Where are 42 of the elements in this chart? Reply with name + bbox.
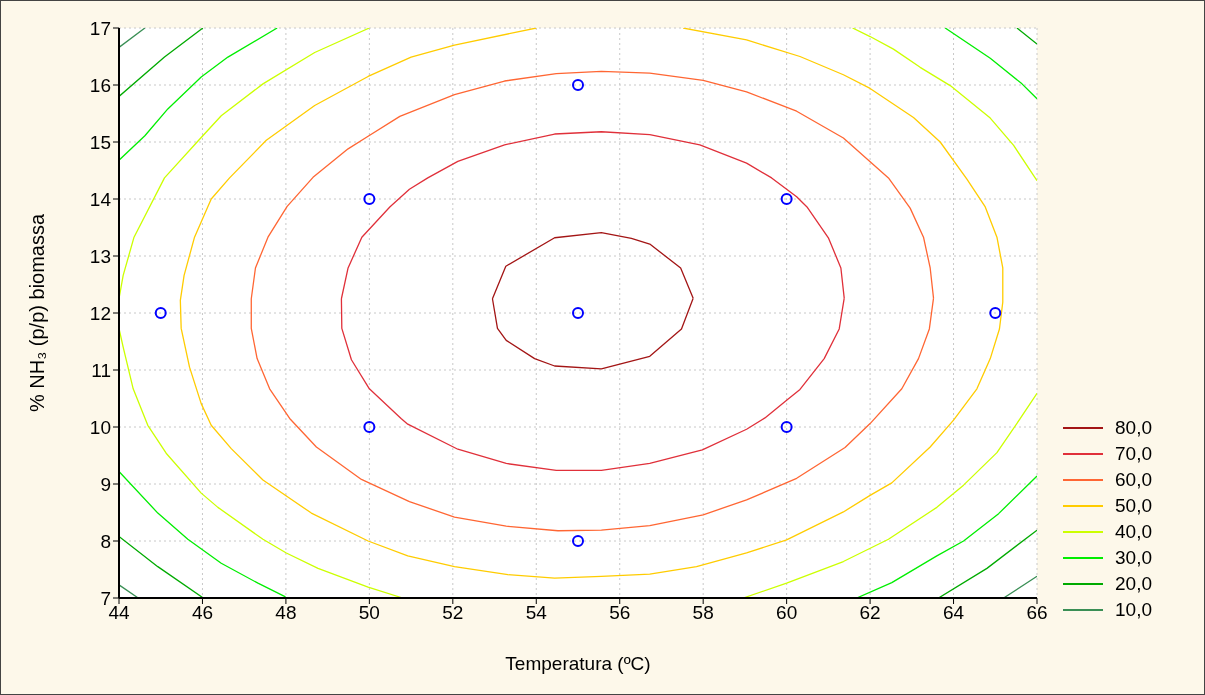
- legend-label: 30,0: [1115, 546, 1152, 570]
- x-tick-label: 62: [859, 602, 881, 624]
- x-tick-label: 44: [108, 602, 130, 624]
- legend-label: 20,0: [1115, 572, 1152, 596]
- x-tick-label: 54: [525, 602, 548, 624]
- y-tick-label: 13: [89, 245, 111, 267]
- legend-label: 50,0: [1115, 494, 1152, 518]
- y-tick-label: 9: [100, 473, 111, 495]
- y-tick-label: 15: [89, 131, 111, 153]
- point: [572, 307, 584, 319]
- x-tick-label: 48: [275, 602, 297, 624]
- y-tick-label: 12: [89, 302, 111, 324]
- legend-label: 70,0: [1115, 442, 1152, 466]
- legend-label: 60,0: [1115, 468, 1152, 492]
- x-tick-label: 52: [442, 602, 464, 624]
- point: [780, 193, 793, 205]
- legend-label: 80,0: [1115, 416, 1152, 440]
- x-tick-label: 56: [609, 602, 631, 624]
- y-tick-label: 14: [89, 188, 112, 210]
- y-tick-label: 7: [100, 587, 111, 609]
- point: [363, 421, 376, 433]
- y-tick-label: 10: [89, 416, 111, 438]
- y-axis-title: % NH₃ (p/p) biomassa: [26, 213, 49, 413]
- y-tick-label: 8: [100, 530, 111, 552]
- y-tick-label: 16: [89, 74, 111, 96]
- point: [989, 307, 1002, 319]
- x-tick-label: 58: [692, 602, 714, 624]
- y-tick-label: 17: [89, 17, 111, 39]
- x-tick-label: 50: [358, 602, 380, 624]
- x-tick-label: 60: [776, 602, 798, 624]
- point: [363, 193, 376, 205]
- y-tick-label: 11: [91, 359, 111, 381]
- legend-label: 10,0: [1115, 598, 1152, 622]
- point: [572, 535, 584, 547]
- legend-label: 40,0: [1115, 520, 1152, 544]
- x-axis-title: Temperatura (ºC): [505, 653, 651, 674]
- point: [154, 307, 167, 319]
- point: [572, 79, 584, 91]
- x-tick-label: 46: [191, 602, 214, 624]
- x-tick-label: 64: [942, 602, 965, 624]
- x-tick-label: 66: [1026, 602, 1048, 624]
- point: [780, 421, 793, 433]
